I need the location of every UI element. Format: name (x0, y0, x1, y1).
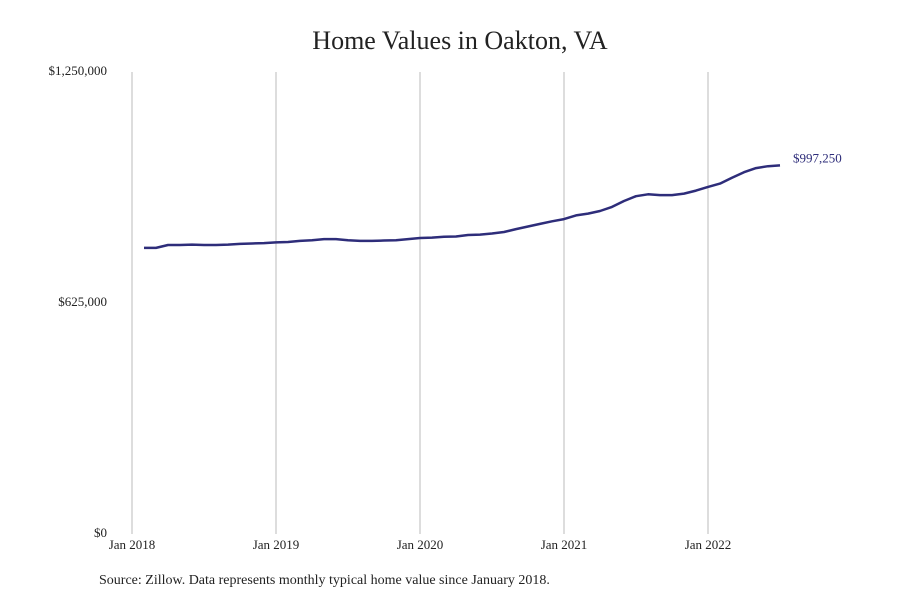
y-tick-label: $1,250,000 (49, 63, 108, 78)
chart-title: Home Values in Oakton, VA (312, 26, 608, 55)
y-tick-label: $0 (94, 525, 107, 540)
x-tick-label: Jan 2020 (397, 537, 444, 552)
line (144, 164, 781, 250)
x-tick-label: Jan 2019 (253, 537, 300, 552)
x-tick-label: Jan 2021 (541, 537, 588, 552)
value-label: $997,250 (793, 150, 842, 165)
x-tick-label: Jan 2018 (109, 537, 156, 552)
y-tick-label: $625,000 (58, 294, 107, 309)
x-tick-label: Jan 2022 (685, 537, 732, 552)
source-note: Source: Zillow. Data represents monthly … (99, 573, 550, 588)
